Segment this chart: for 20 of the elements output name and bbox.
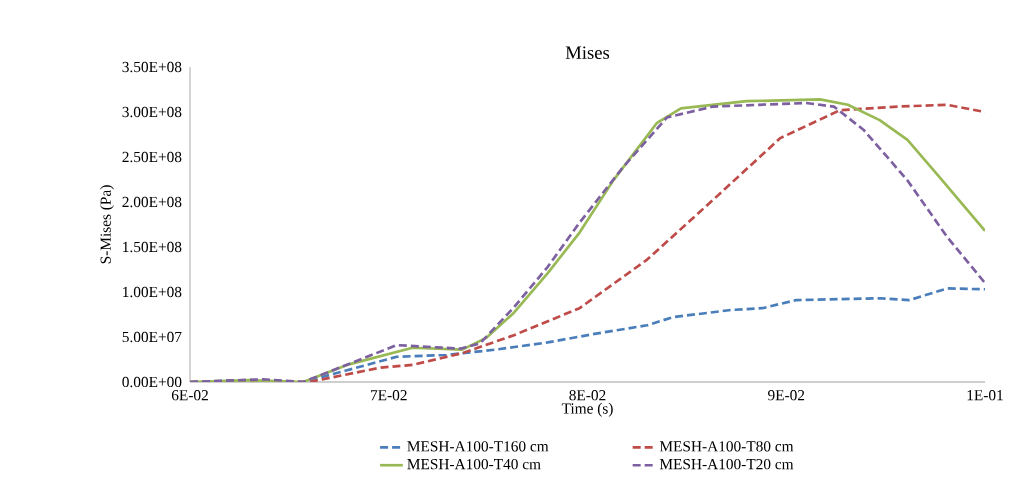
x-tick-label: 7E-02: [371, 390, 407, 401]
y-axis-title: S-Mises (Pa): [100, 185, 114, 264]
y-tick-label: 0.00E+00: [122, 376, 182, 388]
legend-label: MESH-A100-T20 cm: [659, 458, 794, 470]
y-tick-label: 2.00E+08: [122, 196, 182, 208]
x-tick-label: 1E-01: [967, 390, 1003, 401]
legend-label: MESH-A100-T40 cm: [407, 458, 541, 470]
y-tick-label: 2.50E+08: [122, 151, 182, 163]
legend-label: MESH-A100-T160 cm: [407, 441, 549, 452]
chart-title: Mises: [565, 46, 610, 59]
x-tick-label: 8E-02: [569, 390, 606, 401]
x-tick-label: 9E-02: [768, 390, 805, 401]
x-tick-label: 6E-02: [171, 390, 208, 401]
x-axis-title: Time (s): [561, 402, 613, 417]
y-tick-label: 5.00E+07: [122, 331, 182, 343]
y-tick-label: 3.00E+08: [122, 106, 182, 118]
y-tick-label: 1.50E+08: [123, 241, 182, 253]
y-tick-label: 1.00E+08: [123, 286, 182, 298]
legend-label: MESH-A100-T80 cm: [659, 441, 794, 452]
y-tick-label: 3.50E+08: [122, 61, 182, 73]
